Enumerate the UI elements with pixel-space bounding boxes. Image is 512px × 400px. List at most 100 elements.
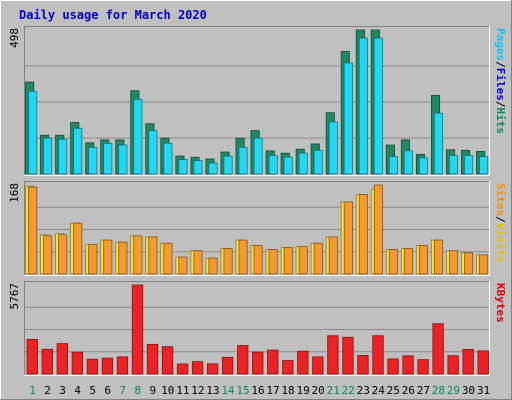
bar-pages-day-18	[283, 156, 293, 175]
x-tick-label-5: 5	[89, 384, 96, 397]
bar-pages-day-9	[148, 130, 158, 175]
x-tick-label-12: 12	[191, 384, 204, 397]
x-tick-label-27: 27	[417, 384, 430, 397]
x-tick-label-17: 17	[266, 384, 279, 397]
bar-sites-day-5	[88, 243, 98, 275]
bar-pages-day-30	[464, 155, 474, 175]
legend-hits: Hits	[494, 108, 507, 135]
bar-pages-day-3	[58, 138, 68, 175]
bar-kbytes-day-26	[402, 355, 414, 375]
bar-pages-day-16	[253, 137, 263, 175]
x-tick-label-18: 18	[281, 384, 294, 397]
bar-sites-day-23	[358, 194, 368, 275]
y-max-label: 168	[8, 183, 21, 203]
bar-pages-day-17	[268, 155, 278, 175]
panel-kbytes: 5767 KBytes	[8, 281, 507, 376]
x-tick-label-7: 7	[119, 384, 126, 397]
bar-kbytes-day-4	[71, 351, 84, 375]
x-axis-labels: 1 2 3 4 5 6 7 8 9 10 11 12 13 14 15 16 17 18 19 20 21 22 23 24 2…	[29, 384, 490, 397]
bar-pages-day-22	[343, 62, 353, 175]
x-tick-label-11: 11	[176, 384, 189, 397]
bar-kbytes-day-29	[447, 355, 459, 375]
legend-visits: Visits	[494, 223, 507, 263]
legend-: /	[494, 101, 507, 108]
legend-sites: Sites	[494, 183, 507, 216]
bar-kbytes-day-10	[161, 346, 174, 375]
bar-pages-day-28	[433, 112, 444, 175]
bar-pages-day-4	[73, 127, 83, 175]
bar-sites-day-10	[163, 242, 173, 275]
bar-pages-day-2	[43, 137, 53, 175]
x-tick-label-26: 26	[402, 384, 415, 397]
bar-pages-day-5	[88, 146, 98, 175]
x-tick-label-24: 24	[372, 384, 386, 397]
bar-kbytes-day-20	[312, 356, 324, 375]
x-tick-label-29: 29	[447, 384, 460, 397]
bar-sites-day-6	[103, 239, 113, 275]
bar-sites-day-1	[28, 186, 38, 275]
bar-sites-day-2	[43, 235, 53, 275]
bar-pages-day-7	[118, 144, 128, 175]
bar-sites-day-4	[73, 222, 83, 275]
x-tick-label-14: 14	[221, 384, 235, 397]
y-max-label: 5767	[8, 283, 21, 310]
x-tick-label-15: 15	[236, 384, 249, 397]
bar-kbytes-day-31	[477, 350, 489, 375]
x-tick-label-4: 4	[74, 384, 81, 397]
bar-pages-day-8	[133, 99, 143, 175]
bar-sites-day-29	[448, 250, 459, 275]
x-tick-label-1: 1	[29, 384, 36, 397]
x-tick-label-20: 20	[312, 384, 325, 397]
panel-pages-files-hits: 498 Pages/Files/Hits	[8, 26, 507, 176]
x-tick-label-6: 6	[104, 384, 111, 397]
bar-kbytes-day-21	[327, 335, 339, 375]
bar-kbytes-day-22	[342, 336, 354, 375]
bar-sites-day-16	[253, 244, 263, 275]
bar-pages-day-6	[103, 142, 113, 175]
bar-kbytes-day-16	[252, 351, 264, 375]
bar-pages-day-11	[178, 159, 188, 175]
bar-kbytes-day-18	[282, 360, 294, 375]
bar-pages-day-13	[208, 162, 218, 175]
bar-sites-day-15	[238, 239, 248, 275]
legend: KBytes	[494, 283, 507, 323]
bar-pages-day-23	[358, 37, 368, 175]
x-tick-label-19: 19	[296, 384, 309, 397]
bar-kbytes-day-27	[417, 359, 429, 375]
panel-visits-sites: 168 Sites/Visits	[8, 181, 507, 276]
bar-sites-day-24	[373, 184, 383, 275]
bar-sites-day-8	[133, 235, 143, 275]
bar-kbytes-day-19	[297, 350, 309, 375]
bar-sites-day-11	[178, 256, 188, 275]
bar-sites-day-28	[433, 239, 444, 275]
bar-sites-day-27	[418, 244, 429, 275]
bar-sites-day-21	[328, 236, 338, 275]
bar-pages-day-1	[28, 90, 38, 175]
bar-kbytes-day-30	[462, 349, 474, 375]
bar-pages-day-31	[479, 156, 489, 175]
legend-kbytes: KBytes	[494, 283, 507, 323]
x-tick-label-30: 30	[462, 384, 475, 397]
x-tick-label-8: 8	[134, 384, 141, 397]
bar-pages-day-27	[418, 157, 429, 175]
bar-sites-day-7	[118, 241, 128, 275]
bar-kbytes-day-3	[56, 343, 68, 375]
x-tick-label-2: 2	[44, 384, 51, 397]
legend-files: Files	[494, 68, 507, 101]
legend-: /	[494, 61, 507, 68]
bar-kbytes-day-5	[86, 358, 99, 375]
legend: Pages/Files/Hits	[494, 28, 507, 134]
bar-kbytes-day-23	[357, 355, 369, 375]
bar-kbytes-day-8	[131, 284, 144, 375]
x-tick-label-16: 16	[251, 384, 264, 397]
bar-sites-day-3	[58, 234, 68, 275]
bar-pages-day-14	[223, 155, 233, 175]
bar-pages-day-21	[328, 121, 338, 175]
bar-sites-day-26	[403, 248, 413, 275]
x-tick-label-22: 22	[342, 384, 355, 397]
bar-kbytes-day-14	[222, 356, 234, 375]
bar-kbytes-day-15	[237, 345, 249, 375]
bar-kbytes-day-24	[372, 335, 384, 375]
bar-kbytes-day-12	[191, 361, 204, 375]
bar-kbytes-day-1	[26, 339, 38, 375]
